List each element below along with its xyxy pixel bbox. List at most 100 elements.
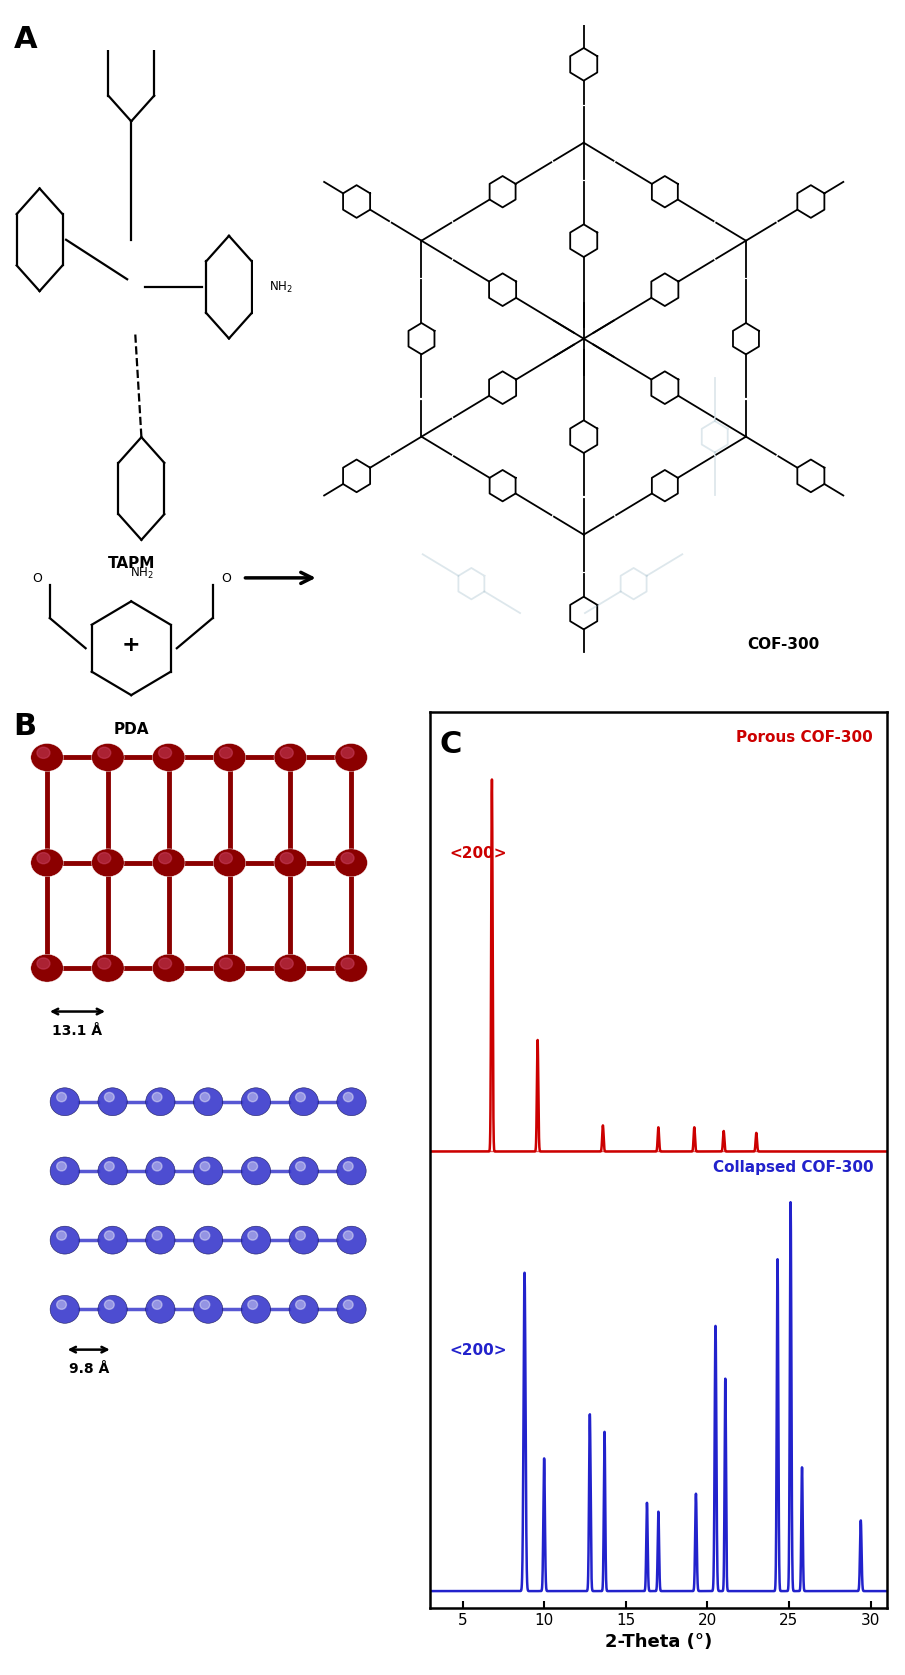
Circle shape <box>158 958 172 970</box>
Circle shape <box>37 958 50 970</box>
Circle shape <box>200 1231 210 1240</box>
Circle shape <box>57 1092 66 1102</box>
Circle shape <box>248 1300 258 1310</box>
Text: 9.8 Å: 9.8 Å <box>69 1362 109 1377</box>
Text: <200>: <200> <box>450 1343 507 1358</box>
Circle shape <box>274 849 307 876</box>
Circle shape <box>50 1157 80 1184</box>
Circle shape <box>214 849 246 876</box>
Circle shape <box>219 958 233 970</box>
Circle shape <box>104 1300 114 1310</box>
Circle shape <box>152 955 185 982</box>
Circle shape <box>296 1162 305 1171</box>
Circle shape <box>343 1231 353 1240</box>
Circle shape <box>98 1295 128 1323</box>
Circle shape <box>98 747 110 759</box>
Circle shape <box>242 1157 271 1184</box>
Circle shape <box>281 958 293 970</box>
Circle shape <box>343 1092 353 1102</box>
Circle shape <box>91 955 124 982</box>
Circle shape <box>194 1295 223 1323</box>
Circle shape <box>296 1092 305 1102</box>
Circle shape <box>335 744 367 772</box>
Circle shape <box>248 1092 258 1102</box>
Circle shape <box>335 849 367 876</box>
Circle shape <box>194 1226 223 1255</box>
Circle shape <box>343 1162 353 1171</box>
Circle shape <box>98 1157 128 1184</box>
Text: A: A <box>14 25 37 54</box>
Circle shape <box>341 958 354 970</box>
Circle shape <box>146 1087 175 1116</box>
Circle shape <box>152 744 185 772</box>
Circle shape <box>337 1157 367 1184</box>
Circle shape <box>98 1226 128 1255</box>
Text: 13.1 Å: 13.1 Å <box>52 1023 102 1038</box>
Circle shape <box>219 747 233 759</box>
Circle shape <box>214 744 246 772</box>
Circle shape <box>274 955 307 982</box>
Circle shape <box>341 853 354 864</box>
Text: Collapsed COF-300: Collapsed COF-300 <box>712 1159 873 1174</box>
Circle shape <box>289 1157 319 1184</box>
Circle shape <box>37 853 50 864</box>
Circle shape <box>158 747 172 759</box>
Text: TAPM: TAPM <box>108 556 155 571</box>
Circle shape <box>341 747 354 759</box>
Text: B: B <box>14 712 37 740</box>
Circle shape <box>200 1300 210 1310</box>
Text: C: C <box>439 730 462 759</box>
X-axis label: 2-Theta (°): 2-Theta (°) <box>605 1633 712 1652</box>
Circle shape <box>337 1087 367 1116</box>
Circle shape <box>31 955 63 982</box>
Circle shape <box>281 853 293 864</box>
Circle shape <box>200 1092 210 1102</box>
Circle shape <box>57 1162 66 1171</box>
Circle shape <box>289 1087 319 1116</box>
Circle shape <box>146 1295 175 1323</box>
Circle shape <box>343 1300 353 1310</box>
Text: <200>: <200> <box>450 846 507 861</box>
Circle shape <box>248 1231 258 1240</box>
Circle shape <box>242 1295 271 1323</box>
Circle shape <box>281 747 293 759</box>
Circle shape <box>98 958 110 970</box>
Circle shape <box>242 1087 271 1116</box>
Text: COF-300: COF-300 <box>748 636 820 652</box>
Circle shape <box>296 1231 305 1240</box>
Circle shape <box>289 1226 319 1255</box>
Circle shape <box>152 849 185 876</box>
Circle shape <box>289 1295 319 1323</box>
Circle shape <box>104 1231 114 1240</box>
Circle shape <box>91 744 124 772</box>
Text: PDA: PDA <box>113 722 149 737</box>
Circle shape <box>57 1231 66 1240</box>
Circle shape <box>152 1231 162 1240</box>
Circle shape <box>200 1162 210 1171</box>
Circle shape <box>31 849 63 876</box>
Circle shape <box>31 744 63 772</box>
Circle shape <box>337 1295 367 1323</box>
Text: NH$_2$: NH$_2$ <box>129 566 153 581</box>
Text: NH$_2$: NH$_2$ <box>269 280 292 295</box>
Circle shape <box>296 1300 305 1310</box>
Circle shape <box>152 1162 162 1171</box>
Text: O: O <box>221 571 231 585</box>
Circle shape <box>57 1300 66 1310</box>
Circle shape <box>274 744 307 772</box>
Circle shape <box>98 1087 128 1116</box>
Circle shape <box>242 1226 271 1255</box>
Circle shape <box>194 1157 223 1184</box>
Circle shape <box>214 955 246 982</box>
Circle shape <box>158 853 172 864</box>
Circle shape <box>104 1092 114 1102</box>
Circle shape <box>194 1087 223 1116</box>
Circle shape <box>50 1087 80 1116</box>
Circle shape <box>335 955 367 982</box>
Circle shape <box>50 1295 80 1323</box>
Circle shape <box>248 1162 258 1171</box>
Circle shape <box>337 1226 367 1255</box>
Circle shape <box>37 747 50 759</box>
Circle shape <box>50 1226 80 1255</box>
Circle shape <box>152 1092 162 1102</box>
